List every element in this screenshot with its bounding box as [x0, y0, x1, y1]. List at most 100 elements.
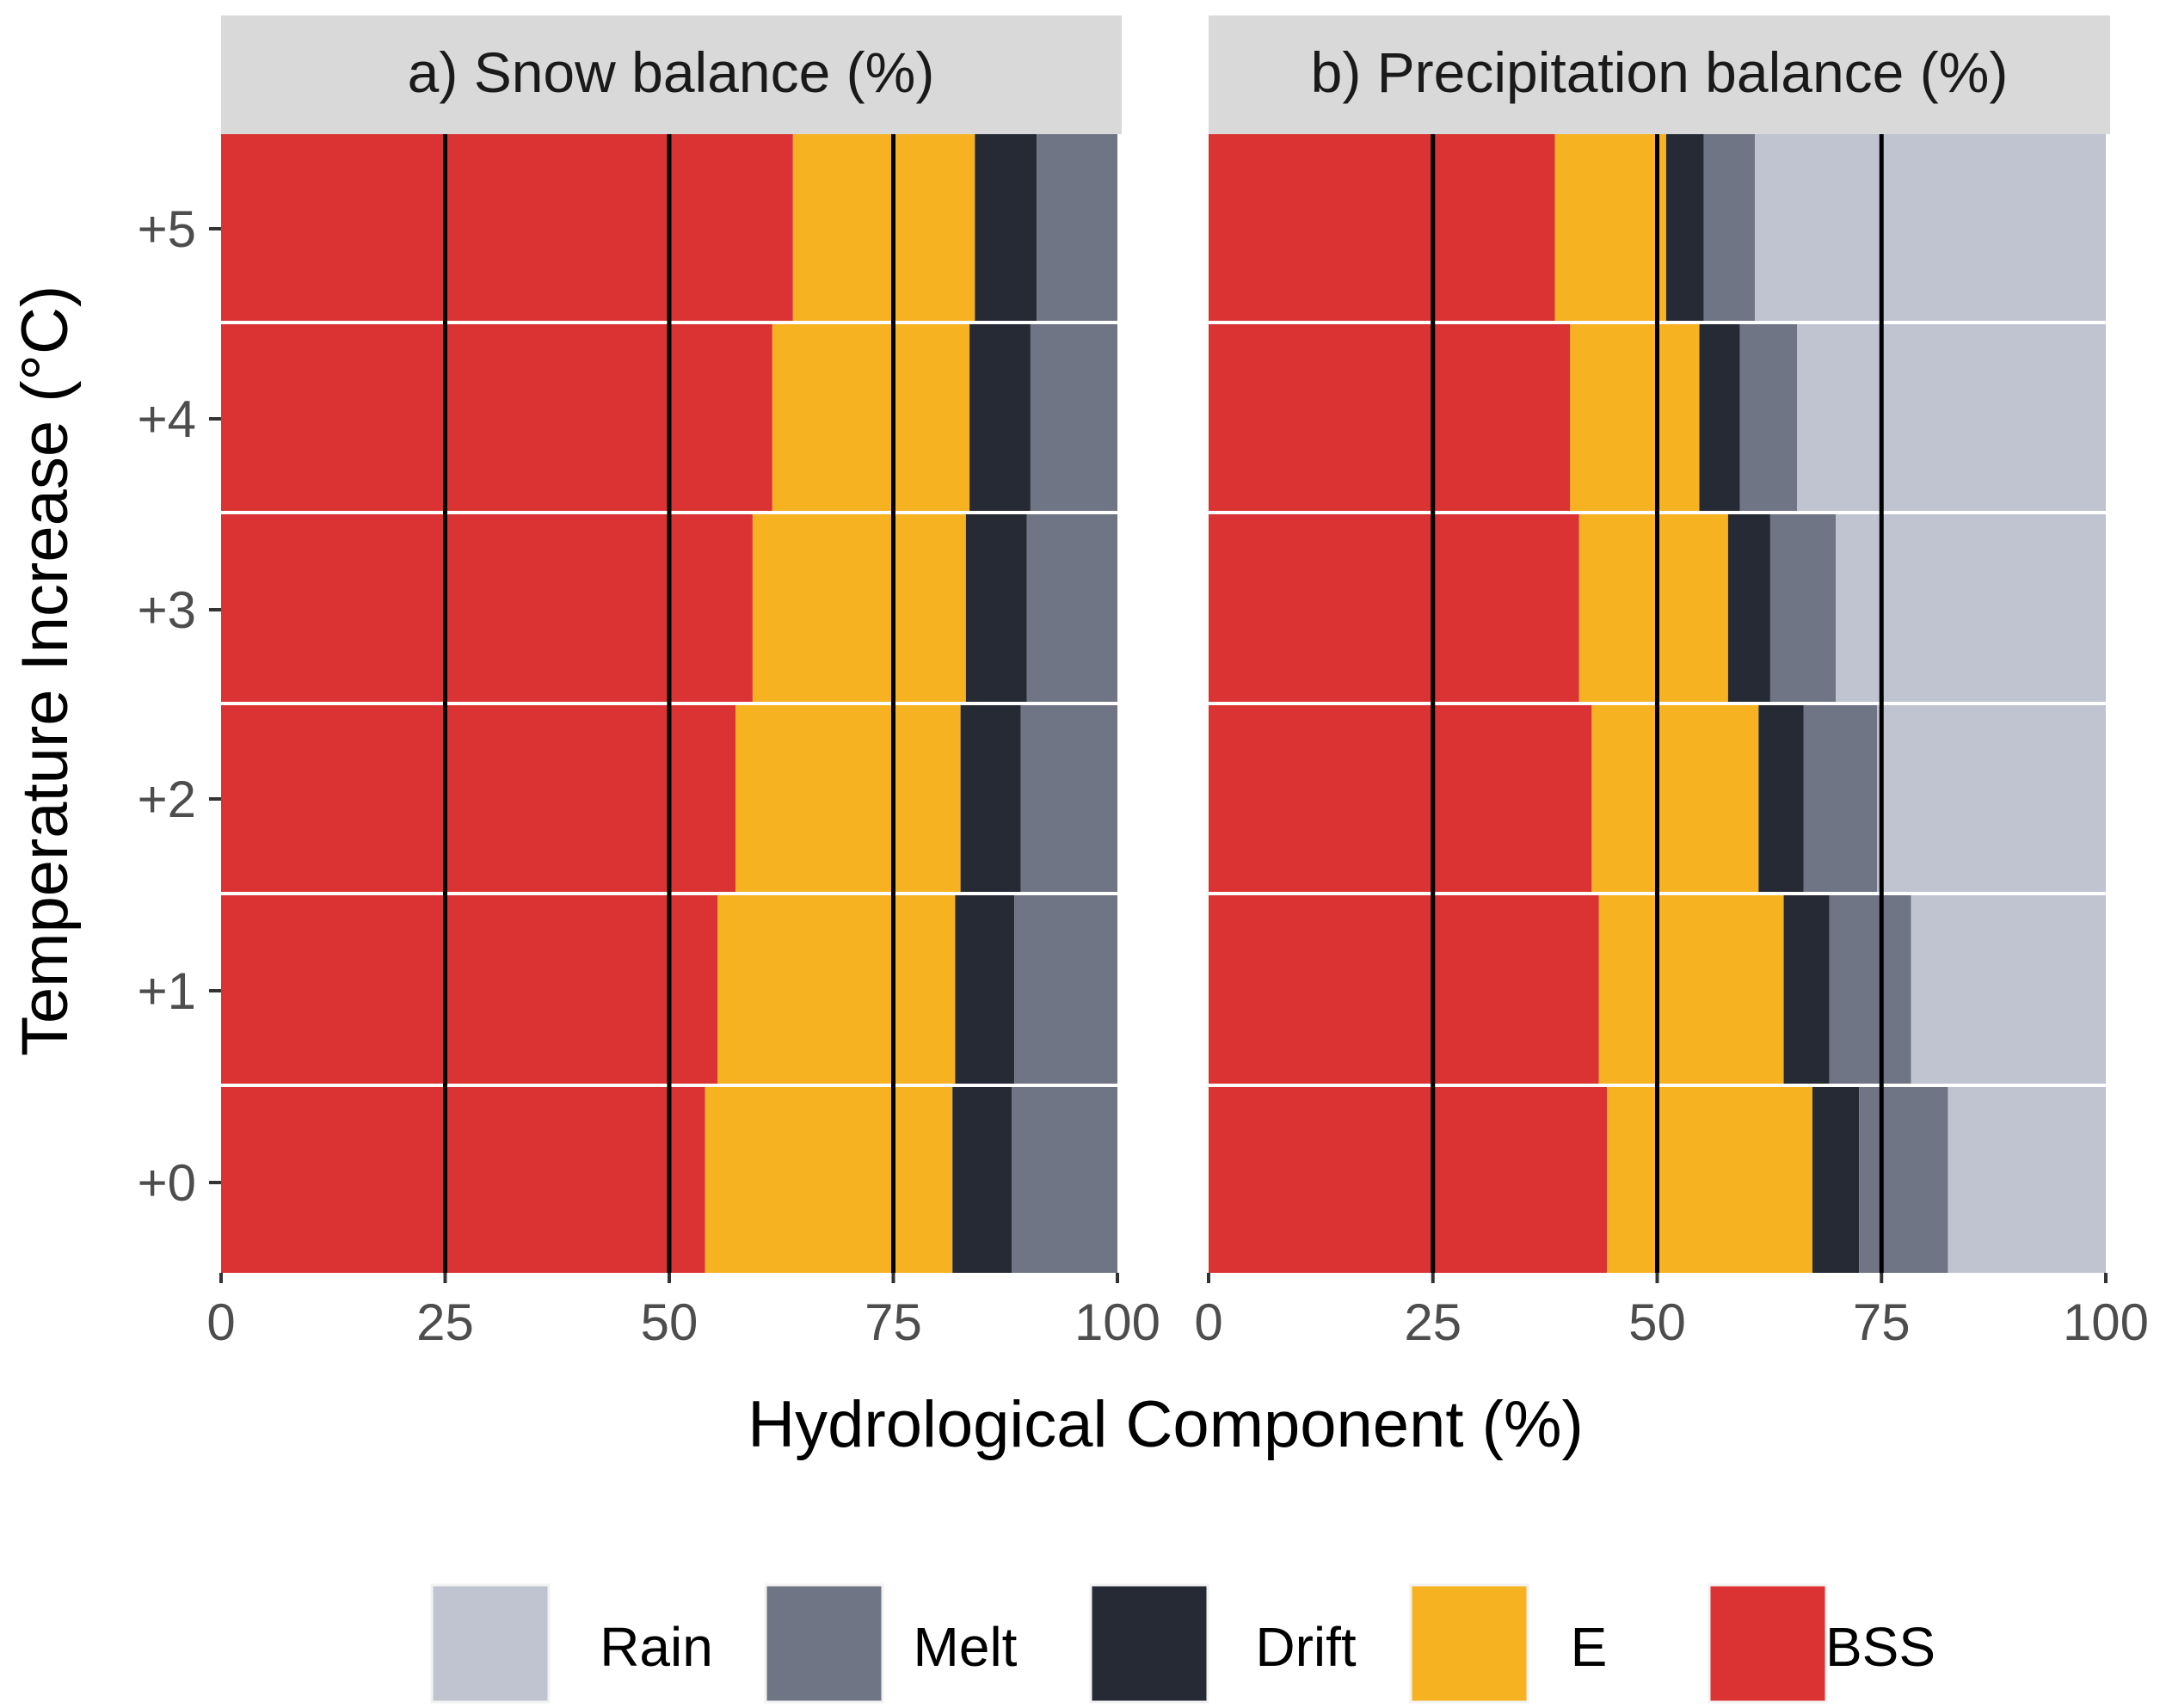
bar-b-rain-plus3: [1836, 513, 2106, 703]
bar-b-e-plus1: [1598, 894, 1784, 1085]
panel-a: a) Snow balance (%) 0 25 50 75 100: [206, 15, 1160, 1351]
legend-label-drift: Drift: [1255, 1616, 1357, 1678]
bar-a-bss-plus4: [221, 323, 772, 513]
bar-a-bss-plus1: [221, 894, 718, 1085]
bar-b-rain-plus5: [1755, 134, 2106, 323]
bar-b-e-plus5: [1554, 134, 1666, 323]
bar-b-bss-plus4: [1209, 323, 1571, 513]
panel-b-x-axis: 0 25 50 75 100: [1194, 1273, 2149, 1351]
bar-b-e-plus3: [1578, 513, 1728, 703]
bar-b-drift-plus1: [1783, 894, 1830, 1085]
bar-a-drift-plus5: [975, 134, 1037, 323]
legend-label-rain: Rain: [600, 1616, 713, 1678]
y-tick-label: +4: [138, 390, 196, 448]
panel-b-title: b) Precipitation balance (%): [1311, 40, 2009, 104]
bar-a-drift-plus4: [969, 323, 1031, 513]
legend-swatch-drift: [1089, 1583, 1209, 1704]
panel-a-strip: [221, 15, 1122, 134]
bar-b-e-plus4: [1570, 323, 1700, 513]
bar-b-melt-plus4: [1739, 323, 1798, 513]
bar-a-e-plus4: [772, 323, 970, 513]
bar-b-bss-plus0: [1209, 1085, 1608, 1273]
legend-item-e: E: [1409, 1583, 1608, 1704]
x-tick-label: 50: [1628, 1293, 1686, 1351]
y-tick-label: +0: [138, 1154, 196, 1212]
bar-a-e-plus3: [752, 513, 966, 703]
bar-a-e-plus5: [792, 134, 975, 323]
bar-b-drift-plus0: [1812, 1085, 1860, 1273]
bar-a-bss-plus3: [221, 513, 753, 703]
legend-swatch-e: [1409, 1583, 1529, 1704]
legend-item-bss: BSS: [1708, 1583, 1935, 1704]
bar-a-melt-plus2: [1020, 703, 1117, 894]
bar-b-melt-plus5: [1703, 134, 1756, 323]
x-tick-label: 100: [2063, 1293, 2149, 1351]
bar-b-melt-plus2: [1803, 703, 1878, 894]
bar-b-rain-plus1: [1911, 894, 2106, 1085]
x-tick-label: 75: [1853, 1293, 1911, 1351]
x-tick-label: 50: [641, 1293, 698, 1351]
legend-label-bss: BSS: [1825, 1616, 1935, 1678]
panel-a-bars: [221, 134, 1117, 1273]
bar-a-bss-plus0: [221, 1085, 705, 1273]
bar-a-drift-plus0: [952, 1085, 1012, 1273]
bar-a-e-plus0: [705, 1085, 953, 1273]
bar-a-melt-plus5: [1037, 134, 1117, 323]
bar-b-bss-plus3: [1209, 513, 1579, 703]
y-tick-label: +1: [138, 962, 196, 1020]
bar-a-melt-plus0: [1012, 1085, 1117, 1273]
bar-b-drift-plus2: [1758, 703, 1804, 894]
bar-b-rain-plus0: [1948, 1085, 2106, 1273]
x-tick-label: 25: [416, 1293, 474, 1351]
bar-a-melt-plus1: [1014, 894, 1117, 1085]
legend: Rain Melt Drift E BSS: [430, 1583, 1935, 1704]
panel-a-title: a) Snow balance (%): [408, 40, 935, 104]
bar-b-melt-plus3: [1769, 513, 1837, 703]
legend-swatch-melt: [764, 1583, 884, 1704]
panel-b-strip: [1209, 15, 2110, 134]
bar-a-drift-plus1: [955, 894, 1015, 1085]
panel-b: b) Precipitation balance (%) 0 25 50 75 100: [1194, 15, 2149, 1351]
y-axis: +0 +1 +2 +3 +4 +5: [138, 200, 221, 1212]
bar-b-bss-plus2: [1209, 703, 1592, 894]
bar-b-drift-plus4: [1699, 323, 1740, 513]
bar-b-rain-plus4: [1797, 323, 2106, 513]
panel-a-x-axis: 0 25 50 75 100: [206, 1273, 1160, 1351]
bar-a-melt-plus4: [1030, 323, 1117, 513]
y-axis-title: Temperature Increase (°C): [9, 286, 82, 1056]
bar-a-melt-plus3: [1026, 513, 1117, 703]
legend-item-drift: Drift: [1089, 1583, 1357, 1704]
y-tick-label: +2: [138, 771, 196, 828]
legend-swatch-bss: [1708, 1583, 1828, 1704]
x-tick-label: 100: [1074, 1293, 1160, 1351]
bar-b-bss-plus1: [1209, 894, 1599, 1085]
bar-b-bss-plus5: [1209, 134, 1555, 323]
x-tick-label: 75: [865, 1293, 922, 1351]
bar-a-drift-plus3: [965, 513, 1027, 703]
bar-b-melt-plus0: [1859, 1085, 1948, 1273]
x-tick-label: 0: [1194, 1293, 1222, 1351]
x-tick-label: 0: [206, 1293, 235, 1351]
panel-b-reference-lines: [1431, 134, 1884, 1273]
bar-b-e-plus0: [1607, 1085, 1812, 1273]
bar-a-drift-plus2: [960, 703, 1021, 894]
y-tick-label: +5: [138, 200, 196, 258]
bar-a-bss-plus5: [221, 134, 793, 323]
legend-item-melt: Melt: [764, 1583, 1018, 1704]
x-tick-label: 25: [1404, 1293, 1462, 1351]
bar-b-rain-plus2: [1877, 703, 2106, 894]
legend-item-rain: Rain: [430, 1583, 713, 1704]
bar-b-drift-plus3: [1727, 513, 1770, 703]
bar-a-e-plus2: [735, 703, 961, 894]
panel-a-reference-lines: [443, 134, 895, 1273]
legend-label-e: E: [1571, 1616, 1608, 1678]
bar-a-bss-plus2: [221, 703, 736, 894]
x-axis-title: Hydrological Component (%): [748, 1388, 1584, 1461]
legend-swatch-rain: [430, 1583, 551, 1704]
y-tick-label: +3: [138, 581, 196, 639]
bar-b-drift-plus5: [1665, 134, 1704, 323]
bar-a-e-plus1: [717, 894, 956, 1085]
legend-label-melt: Melt: [914, 1616, 1018, 1678]
bar-b-melt-plus1: [1829, 894, 1911, 1085]
